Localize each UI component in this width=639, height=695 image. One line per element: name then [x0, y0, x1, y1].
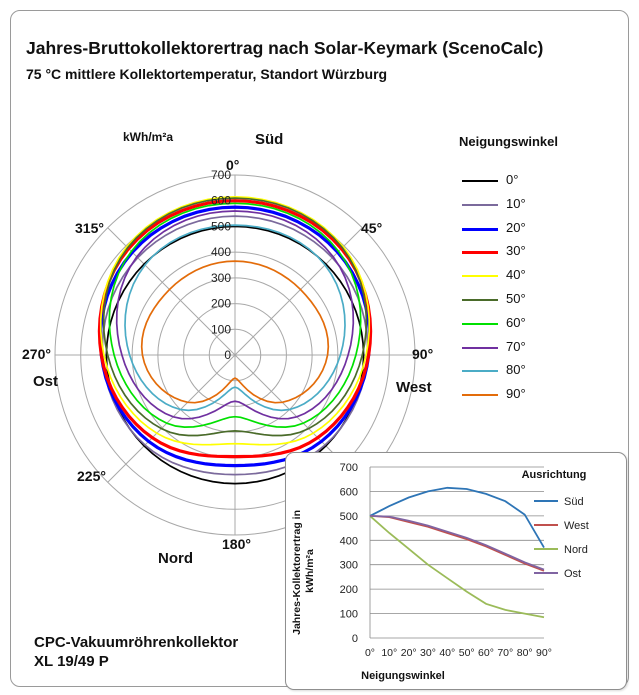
angle-label-225: 225°: [77, 468, 106, 484]
inset-x-tick-label: 10°: [381, 647, 397, 659]
inset-y-tick-label: 0: [352, 633, 358, 645]
inset-x-tick-label: 0°: [365, 647, 375, 659]
inset-legend-label: Nord: [564, 544, 588, 556]
angle-label-45: 45°: [361, 220, 383, 236]
polar-series-30deg: [97, 199, 373, 459]
polar-radial-tick-label: 400: [211, 245, 231, 259]
polar-legend-label: 60°: [506, 314, 526, 330]
polar-legend-label: 70°: [506, 338, 526, 354]
polar-radial-tick-label: 0: [224, 348, 231, 362]
polar-legend-label: 30°: [506, 243, 526, 259]
inset-series-3: [369, 515, 545, 571]
polar-legend-title: Neigungswinkel: [459, 134, 558, 149]
direction-label-west: West: [396, 379, 432, 396]
inset-series-2: [369, 515, 545, 619]
polar-series-90deg: [140, 260, 330, 404]
inset-line-chart: 0 100 200 300 400 500 600 700 0° 10° 20° 30° 40° 50° 6…: [285, 452, 627, 690]
polar-legend-swatch: [462, 203, 498, 206]
inset-y-tick-label: 700: [340, 462, 358, 474]
polar-legend-swatch: [462, 346, 498, 349]
polar-radial-tick-label: 200: [211, 297, 231, 311]
polar-unit-label: kWh/m²a: [123, 130, 174, 144]
inset-x-tick-label: 30°: [420, 647, 436, 659]
inset-x-axis-label: Neigungswinkel: [361, 670, 445, 682]
polar-legend-swatch: [462, 251, 498, 255]
polar-series-20deg: [98, 205, 372, 468]
inset-x-tick-label: 60°: [478, 647, 494, 659]
product-name: CPC-Vakuumröhrenkollektor: [34, 634, 239, 651]
inset-y-tick-label: 300: [340, 560, 358, 572]
chart-subtitle: 75 °C mittlere Kollektortemperatur, Stan…: [26, 66, 388, 82]
inset-axis-labels: 0 100 200 300 400 500 600 700 0° 10° 20° 30° 40° 50° 6…: [340, 462, 552, 659]
inset-x-tick-label: 40°: [439, 647, 455, 659]
inset-y-tick-label: 100: [340, 609, 358, 621]
polar-legend-swatch: [462, 370, 498, 373]
inset-x-tick-label: 50°: [459, 647, 475, 659]
inset-y-tick-label: 500: [340, 511, 358, 523]
polar-legend-label: 40°: [506, 267, 526, 283]
direction-label-east: Ost: [33, 373, 59, 390]
inset-line-chart-svg: 0 100 200 300 400 500 600 700 0° 10° 20° 30° 40° 50° 6…: [291, 462, 589, 682]
direction-label-south: Süd: [255, 131, 284, 148]
polar-legend-swatch: [462, 322, 498, 325]
polar-radial-tick-label: 500: [211, 219, 231, 233]
polar-series-50deg: [102, 197, 368, 437]
polar-series-10deg: [101, 215, 369, 476]
polar-legend-label: 50°: [506, 290, 526, 306]
polar-series-60deg: [108, 202, 362, 428]
inset-x-tick-label: 20°: [401, 647, 417, 659]
polar-radial-tick-label: 600: [211, 194, 231, 208]
angle-label-180: 180°: [222, 536, 251, 552]
inset-series-0: [369, 486, 545, 549]
inset-legend-label: Ost: [564, 568, 581, 580]
angle-label-0: 0°: [226, 157, 240, 173]
polar-legend-swatch: [462, 275, 498, 278]
angle-label-90: 90°: [412, 346, 434, 362]
polar-series-70deg: [115, 210, 355, 420]
inset-legend-label: Süd: [564, 496, 584, 508]
polar-legend-label: 0°: [506, 172, 519, 187]
inset-y-tick-label: 400: [340, 535, 358, 547]
inset-x-tick-label: 80°: [517, 647, 533, 659]
inset-legend: Süd West Nord Ost: [534, 496, 589, 580]
inset-series-group: [369, 486, 545, 619]
polar-legend-swatch: [462, 298, 498, 301]
chart-title: Jahres-Bruttokollektorertrag nach Solar-…: [26, 38, 544, 58]
inset-y-tick-label: 200: [340, 584, 358, 596]
polar-series-group: [97, 196, 373, 485]
polar-legend-label: 10°: [506, 195, 526, 211]
polar-series-0deg: [105, 225, 365, 485]
polar-legend-swatch: [462, 227, 498, 231]
direction-label-north: Nord: [158, 550, 193, 567]
product-model: XL 19/49 P: [34, 653, 109, 670]
polar-radial-tick-label: 100: [211, 322, 231, 336]
polar-legend-label: 90°: [506, 386, 526, 402]
inset-x-tick-label: 90°: [536, 647, 552, 659]
inset-x-tick-label: 70°: [497, 647, 513, 659]
polar-legend-label: 20°: [506, 219, 526, 235]
angle-label-315: 315°: [75, 220, 104, 236]
polar-legend-swatch: [462, 180, 498, 182]
inset-series-1: [369, 515, 545, 572]
polar-series-80deg: [124, 224, 346, 412]
polar-series-40deg: [99, 196, 371, 446]
polar-legend-swatch: [462, 394, 498, 397]
polar-radial-tick-label: 700: [211, 168, 231, 182]
polar-grid-spoke: [107, 354, 236, 483]
inset-legend-title: Ausrichtung: [522, 469, 587, 481]
polar-radial-tick-label: 300: [211, 271, 231, 285]
polar-radial-ticks: 0 100 200 300 400 500 600 700: [211, 168, 231, 362]
inset-legend-label: West: [564, 520, 589, 532]
inset-y-tick-label: 600: [340, 486, 358, 498]
angle-label-270: 270°: [22, 346, 51, 362]
inset-y-axis-label: Jahres-Kollektorertrag in kWh/m²a: [291, 507, 316, 635]
polar-legend-label: 80°: [506, 362, 526, 378]
